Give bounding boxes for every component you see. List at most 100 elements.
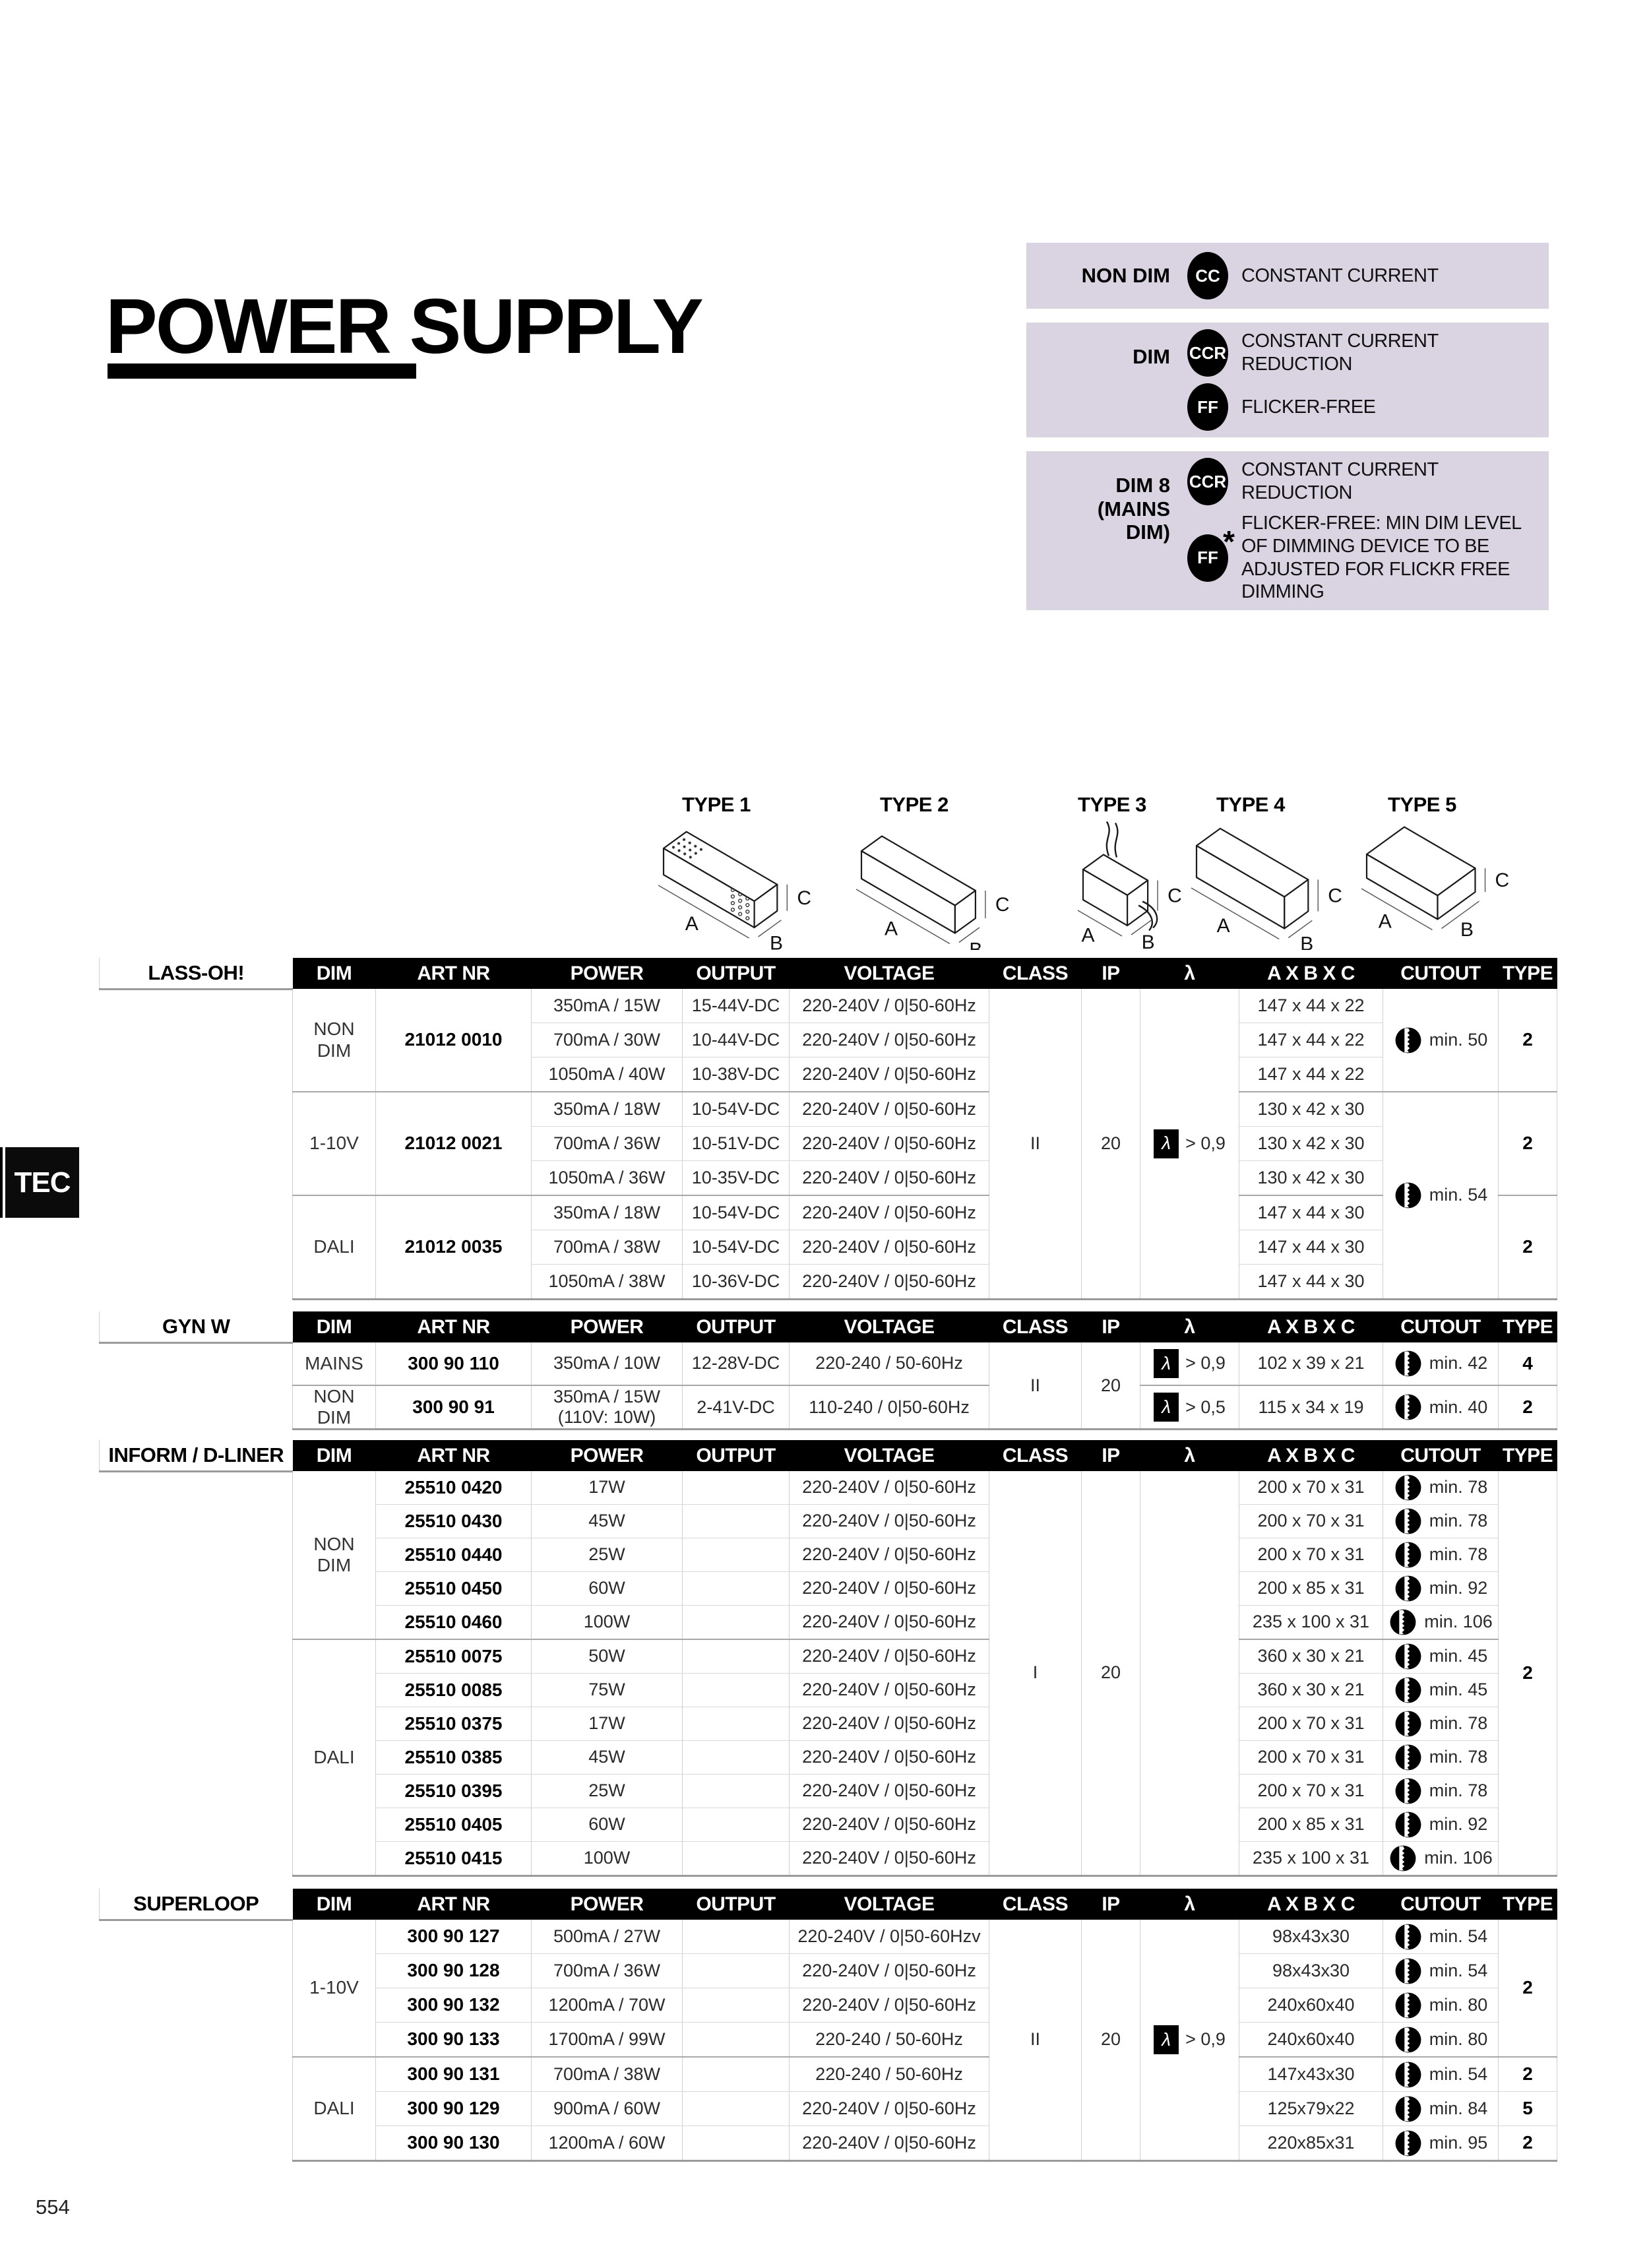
col-header-5: VOLTAGE — [789, 1311, 989, 1342]
cell-cutout: min. 78 — [1383, 1740, 1499, 1775]
legend-item: FF FLICKER-FREE — [1187, 383, 1538, 431]
cell-voltage: 220-240V / 0|50-60Hz — [789, 1953, 989, 1988]
table-row: 700mA / 36W 10-51V-DC 220-240V / 0|50-60Hz… — [100, 1126, 1557, 1161]
lambda-threshold: > 0,9 — [1185, 1353, 1226, 1373]
cell-lambda: λ > 0,9 — [1140, 989, 1239, 1300]
legend-items: CC CONSTANT CURRENT — [1187, 252, 1538, 299]
cell-voltage: 220-240 / 50-60Hz — [789, 2057, 989, 2092]
col-header-9: A X B X C — [1239, 1311, 1383, 1342]
type-2-drawing: A B C — [852, 818, 1050, 950]
cell-axbxc: 200 x 70 x 31 — [1239, 1471, 1383, 1505]
cell-power: 17W — [531, 1707, 683, 1741]
cell-power: 45W — [531, 1740, 683, 1775]
table-inform: INFORM / D-LINER DIM ART NR POWER OUTPUT VOLT… — [99, 1440, 1557, 1877]
cutout-value: min. 45 — [1383, 1676, 1498, 1705]
title-underline — [108, 363, 416, 379]
cell-output: 10-54V-DC — [682, 1092, 790, 1127]
cutout-icon — [1395, 1958, 1421, 1984]
table-header-row: LASS-OH! DIM ART NR POWER OUTPUT VOLTAGE CLASS… — [99, 958, 1557, 990]
ff-badge-icon: FF — [1187, 383, 1228, 431]
tec-section-tab[interactable]: TEC — [5, 1147, 79, 1218]
table-row: 1-10V 21012 0021 350mA / 18W 10-54V-DC 220-2… — [100, 1092, 1557, 1300]
cell-voltage: 220-240V / 0|50-60Hz — [789, 1707, 989, 1741]
cutout-min-size: min. 40 — [1429, 1397, 1488, 1417]
cutout-icon — [1395, 2027, 1421, 2052]
cell-output — [682, 1504, 790, 1538]
cell-power: 1200mA / 60W — [531, 2126, 683, 2162]
ff-badge-icon: FF * — [1187, 524, 1235, 582]
cell-voltage: 220-240V / 0|50-60Hz — [789, 1673, 989, 1707]
cell-voltage: 220-240V / 0|50-60Hz — [789, 2091, 989, 2126]
cell-art: 25510 0405 — [375, 1808, 532, 1842]
cell-power: 700mA / 36W — [531, 1126, 683, 1161]
cell-art: 21012 0035 — [375, 1195, 532, 1300]
col-header-11: TYPE — [1498, 958, 1557, 989]
col-header-1: DIM — [292, 1889, 376, 1920]
cell-output: 10-51V-DC — [682, 1126, 790, 1161]
cutout-value: min. 54 — [1383, 2060, 1498, 2089]
col-header-1: DIM — [292, 1311, 376, 1342]
cell-power: 350mA / 10W — [531, 1342, 683, 1386]
legend-label: DIM — [1133, 345, 1170, 368]
dimension-label: B — [1460, 919, 1474, 941]
cell-labelcol — [100, 1342, 293, 1430]
cutout-value: min. 54 — [1383, 1181, 1498, 1210]
table-header-row: SUPERLOOP DIM ART NR POWER OUTPUT VOLTAGE CLAS… — [99, 1889, 1557, 1921]
cell-art: 300 90 131 — [375, 2057, 532, 2092]
cell-cutout: min. 95 — [1383, 2126, 1499, 2162]
cell-art: 300 90 91 — [375, 1385, 532, 1431]
cutout-value: min. 92 — [1383, 1810, 1498, 1839]
cell-type: 4 — [1498, 1342, 1557, 1386]
table-row: 300 90 129 900mA / 60W 220-240V / 0|50-60H… — [100, 2091, 1557, 2126]
cell-power: 1050mA / 36W — [531, 1160, 683, 1196]
col-header-8: λ — [1140, 1889, 1239, 1920]
cell-dim: DALI — [292, 1195, 376, 1300]
table-label: GYN W — [99, 1311, 293, 1344]
legend-label: NON DIM — [1081, 264, 1170, 288]
cell-axbxc: 98x43x30 — [1239, 1920, 1383, 1954]
cell-axbxc: 130 x 42 x 30 — [1239, 1160, 1383, 1196]
col-header-10: CUTOUT — [1383, 1889, 1499, 1920]
table-row: 25510 0430 45W 220-240V / 0|50-60Hz 200 x 7… — [100, 1504, 1557, 1538]
cell-art: 300 90 129 — [375, 2091, 532, 2126]
cell-power: 60W — [531, 1808, 683, 1842]
col-header-3: POWER — [531, 1311, 683, 1342]
cutout-icon — [1395, 1027, 1421, 1053]
cell-type: 2 — [1498, 1385, 1557, 1431]
table-lass: LASS-OH! DIM ART NR POWER OUTPUT VOLTAGE CLASS… — [99, 958, 1557, 1300]
dimension-label: B — [969, 939, 982, 950]
table-row: 25510 0405 60W 220-240V / 0|50-60Hz 200 x 8… — [100, 1808, 1557, 1842]
cell-type: 2 — [1498, 1092, 1557, 1196]
cutout-min-size: min. 54 — [1429, 1926, 1488, 1946]
cell-axbxc: 240x60x40 — [1239, 1988, 1383, 2023]
cell-voltage: 110-240 / 0|50-60Hz — [789, 1385, 989, 1431]
cutout-icon — [1395, 1711, 1421, 1737]
page-edge-mark — [0, 1147, 3, 1218]
cutout-min-size: min. 45 — [1429, 1646, 1488, 1666]
col-header-7: IP — [1081, 958, 1140, 989]
cell-art: 300 90 132 — [375, 1988, 532, 2023]
cell-cutout: min. 40 — [1383, 1385, 1499, 1431]
cell-output: 15-44V-DC — [682, 989, 790, 1023]
legend-box: DIM CCR CONSTANT CURRENT REDUCTION FF FLICKE… — [1026, 323, 1549, 437]
cutout-value: min. 78 — [1383, 1540, 1498, 1569]
type-name: TYPE 2 — [880, 793, 949, 816]
legend-item: FF * FLICKER-FREE: MIN DIM LEVEL OF DIMMIN… — [1187, 512, 1538, 604]
cutout-value: min. 42 — [1383, 1349, 1498, 1378]
cell-output: 10-35V-DC — [682, 1160, 790, 1196]
cell-voltage: 220-240V / 0|50-60Hz — [789, 1230, 989, 1265]
cell-cutout: min. 106 — [1383, 1841, 1499, 1877]
table-row: 700mA / 38W 10-54V-DC 220-240V / 0|50-60Hz… — [100, 1230, 1557, 1265]
table-row: 1-10V 300 90 127 500mA / 27W 220-240V / 0|5… — [100, 1920, 1557, 2162]
cell-output — [682, 1707, 790, 1741]
cell-axbxc: 200 x 70 x 31 — [1239, 1707, 1383, 1741]
dimension-label: A — [1379, 910, 1392, 932]
page-title: POWER SUPPLY — [106, 283, 704, 371]
cell-art: 25510 0085 — [375, 1673, 532, 1707]
cell-dim: DALI — [292, 2057, 376, 2162]
cutout-min-size: min. 95 — [1429, 2132, 1488, 2153]
cutout-min-size: min. 45 — [1429, 1680, 1488, 1700]
cell-axbxc: 147 x 44 x 30 — [1239, 1264, 1383, 1300]
cell-cutout: min. 80 — [1383, 2022, 1499, 2058]
